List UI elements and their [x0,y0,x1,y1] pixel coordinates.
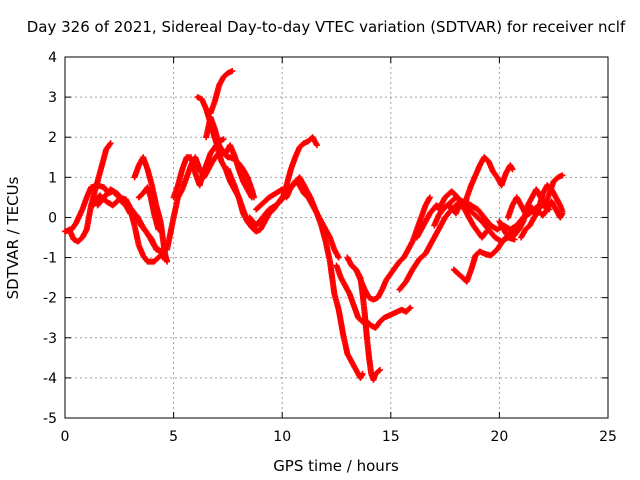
y-axis-label: SDTVAR / TECUs [4,176,22,299]
series-15 [333,262,414,331]
data-point [375,367,382,374]
y-tick-label: -4 [43,371,57,387]
x-tick-label: 15 [382,429,400,445]
data-point [426,194,433,201]
x-tick-label: 5 [169,429,178,445]
series-7 [170,136,227,201]
x-tick-label: 0 [61,429,70,445]
series-14 [283,174,366,381]
data-points [62,68,566,383]
y-tick-label: 3 [48,90,57,106]
data-point [107,140,114,147]
data-point [229,68,236,75]
data-point [509,166,516,173]
plot-frame [64,56,609,419]
data-point [157,222,164,229]
data-point [559,172,566,179]
y-tick-label: 2 [48,130,57,146]
y-tick-label: -1 [43,251,57,267]
x-tick-label: 20 [490,429,508,445]
data-point [407,304,414,311]
y-tick-label: 4 [48,50,57,66]
data-point [376,366,383,373]
series-9 [207,68,236,117]
series-12 [246,134,320,229]
grid [65,57,608,418]
x-tick-label: 25 [599,429,617,445]
chart-title: Day 326 of 2021, Sidereal Day-to-day VTE… [27,18,626,36]
series-25 [518,198,566,241]
series-17 [348,194,433,303]
series-10 [203,114,257,201]
series-24 [505,182,566,221]
data-point [220,136,227,143]
y-tick-label: -3 [43,331,57,347]
data-point [559,210,566,217]
data-point [313,142,320,149]
y-tick-label: -5 [43,411,57,427]
data-point [359,370,366,377]
series-5 [135,184,164,233]
y-tick-label: 0 [48,210,57,226]
x-tick-label: 10 [273,429,291,445]
data-point [483,228,490,235]
x-axis-ticks: 0 5 10 15 20 25 [61,57,617,445]
data-point [335,254,342,261]
data-point [250,194,257,201]
x-axis-label: GPS time / hours [273,457,399,475]
y-tick-label: 1 [48,170,57,186]
y-axis-ticks: -5 -4 -3 -2 -1 0 1 2 3 4 [43,50,608,427]
series-23 [496,172,566,241]
data-point [406,305,413,312]
series-3 [94,186,168,263]
series-21 [435,154,516,213]
data-point [164,258,171,265]
y-tick-label: -2 [43,291,57,307]
